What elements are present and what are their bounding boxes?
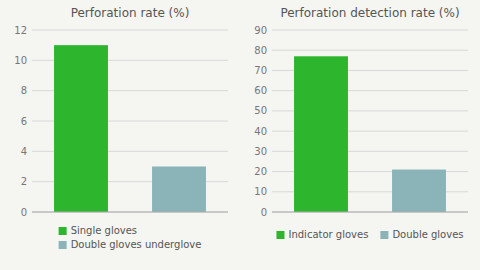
bars: [294, 56, 446, 212]
panel: Perforation detection rate (%) 0 10 20 30 40 5…: [254, 6, 468, 240]
y-tick-label: 0: [21, 207, 27, 218]
y-tick-label: 4: [21, 146, 27, 157]
y-tick-label: 8: [21, 85, 27, 96]
y-tick-label: 30: [254, 146, 267, 157]
legend-label: Single gloves: [71, 225, 137, 236]
legend-swatch: [59, 227, 67, 235]
y-tick-label: 10: [14, 55, 27, 66]
y-tick-label: 70: [254, 65, 267, 76]
grid-line: [272, 50, 468, 51]
legend-item: Single gloves: [59, 225, 137, 236]
background: [0, 0, 480, 270]
legend-swatch: [59, 241, 67, 249]
bar: [294, 56, 348, 212]
title: Perforation detection rate (%): [280, 6, 459, 20]
panel: Perforation rate (%) 0 2 4 6 8 10 12 Single glov…: [14, 6, 228, 250]
legend-item: Double gloves underglove: [59, 239, 202, 250]
y-tick-label: 0: [261, 207, 267, 218]
legend-item: Indicator gloves: [276, 229, 368, 240]
y-tick-label: 80: [254, 45, 267, 56]
grid-line: [272, 30, 468, 31]
bars: [54, 45, 206, 212]
legend-swatch: [380, 231, 388, 239]
legend-label: Double gloves underglove: [71, 239, 202, 250]
y-tick-label: 50: [254, 105, 267, 116]
x-axis-line: [272, 212, 468, 213]
grid-line: [32, 30, 228, 31]
bar: [54, 45, 108, 212]
legend-label: Double gloves: [392, 229, 463, 240]
bar: [152, 167, 206, 213]
grid-line: [272, 212, 468, 213]
figure: Perforation rate (%) 0 2 4 6 8 10 12 Single glov…: [0, 0, 480, 270]
y-tick-label: 6: [21, 116, 27, 127]
legend-label: Indicator gloves: [288, 229, 368, 240]
y-tick-label: 12: [14, 25, 27, 36]
legend: Single gloves Double gloves underglove: [59, 225, 202, 250]
legend-item: Double gloves: [380, 229, 463, 240]
y-tick-label: 2: [21, 176, 27, 187]
title: Perforation rate (%): [71, 6, 190, 20]
y-tick-label: 10: [254, 186, 267, 197]
legend: Indicator gloves Double gloves: [276, 229, 463, 240]
x-axis-line: [32, 212, 228, 213]
legend-swatch: [276, 231, 284, 239]
bar: [392, 170, 446, 212]
y-tick-label: 20: [254, 166, 267, 177]
y-tick-label: 40: [254, 126, 267, 137]
y-tick-label: 90: [254, 25, 267, 36]
y-tick-label: 60: [254, 85, 267, 96]
grid-line: [32, 212, 228, 213]
